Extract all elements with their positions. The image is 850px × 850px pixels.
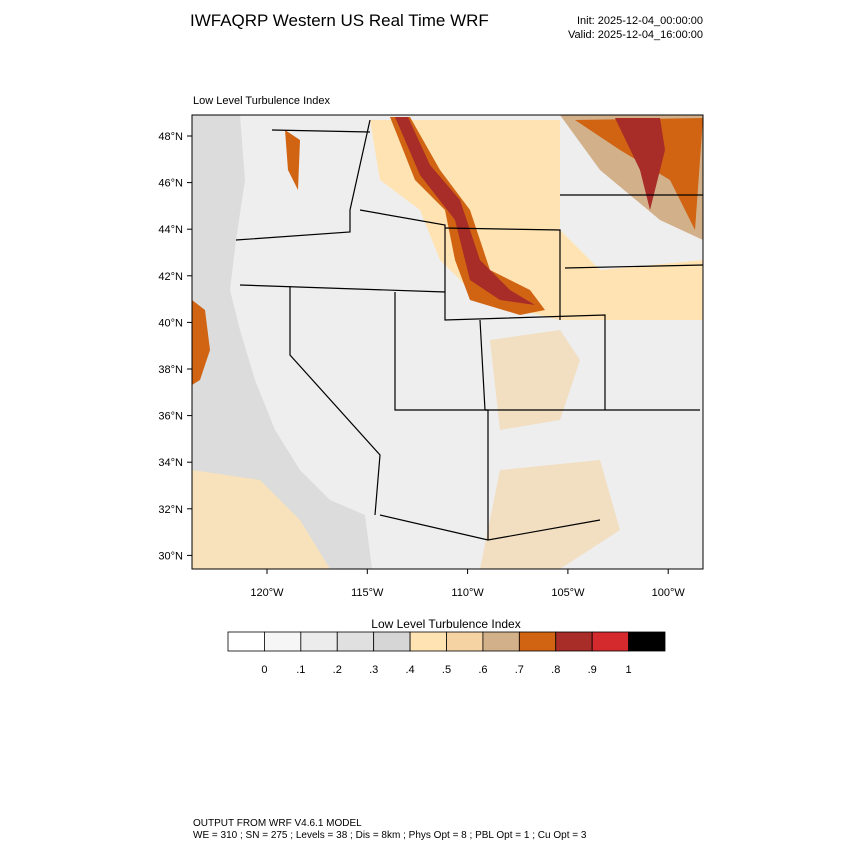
lat-label: 42°N	[158, 271, 183, 283]
state-borders	[235, 119, 704, 541]
lat-label: 30°N	[158, 550, 183, 562]
lat-label: 48°N	[158, 131, 183, 143]
colorbar-label: .9	[588, 664, 597, 676]
lat-label: 32°N	[158, 504, 183, 516]
colorado-shade	[490, 330, 580, 430]
colorbar-box	[409, 631, 447, 652]
lon-label: 120°W	[250, 587, 284, 599]
init-time: Init: 2025-12-04_00:00:00	[577, 15, 703, 27]
sw-shade	[480, 460, 620, 569]
lon-label: 100°W	[652, 587, 686, 599]
colorbar-box	[336, 631, 375, 652]
colorbar-box	[446, 631, 484, 652]
colorbar-box	[264, 631, 302, 652]
plains-shade	[370, 120, 703, 320]
colorbar-title: Low Level Turbulence Index	[371, 617, 520, 631]
south-ocean-shade	[192, 470, 330, 569]
lon-label: 115°W	[351, 587, 384, 599]
lon-label: 105°W	[551, 587, 585, 599]
colorbar: 0 .1 .2 .3 .4 .5 .6 .7 .8 .9 1	[227, 631, 666, 676]
lon-label: 110°W	[451, 587, 484, 599]
lat-label: 38°N	[158, 364, 183, 376]
map-field	[191, 114, 704, 570]
colorbar-label: .7	[515, 664, 524, 676]
footer-line: OUTPUT FROM WRF V4.6.1 MODEL	[193, 818, 362, 829]
colorbar-label: .6	[478, 664, 487, 676]
colorbar-box	[591, 631, 629, 652]
colorbar-box	[628, 631, 666, 652]
lat-label: 34°N	[158, 457, 183, 469]
colorbar-box	[373, 631, 411, 652]
valid-time: Valid: 2025-12-04_16:00:00	[568, 29, 703, 41]
colorbar-box	[300, 631, 338, 652]
land	[230, 115, 703, 569]
nd-orange	[575, 118, 703, 230]
rockies-red	[395, 117, 535, 305]
lat-label: 36°N	[158, 411, 183, 423]
colorbar-box	[227, 631, 265, 652]
colorbar-box	[482, 631, 520, 652]
lat-label: 44°N	[158, 224, 183, 236]
lat-label: 46°N	[158, 178, 183, 190]
lat-label: 40°N	[158, 317, 183, 329]
nd-red	[615, 118, 665, 210]
colorbar-label: .8	[551, 664, 560, 676]
title: IWFAQRP Western US Real Time WRF	[190, 11, 489, 30]
colorbar-label: 1	[626, 664, 632, 676]
colorbar-label: .3	[369, 664, 378, 676]
colorbar-label: 0	[261, 664, 267, 676]
colorbar-label: .1	[296, 664, 305, 676]
map-subtitle: Low Level Turbulence Index	[193, 95, 330, 107]
colorbar-box	[518, 631, 557, 652]
colorbar-label: .2	[333, 664, 342, 676]
footer-line: WE = 310 ; SN = 275 ; Levels = 38 ; Dis …	[193, 830, 587, 841]
colorbar-box	[555, 631, 593, 652]
map-frame	[191, 114, 704, 570]
colorbar-label: .5	[442, 664, 451, 676]
colorbar-label: .4	[405, 664, 414, 676]
offshore-blob	[192, 300, 210, 385]
cascades	[285, 130, 300, 190]
map-axes: 48°N 46°N 44°N 42°N 40°N 38°N 36°N 34°N 32°N 30°N…	[158, 131, 685, 599]
